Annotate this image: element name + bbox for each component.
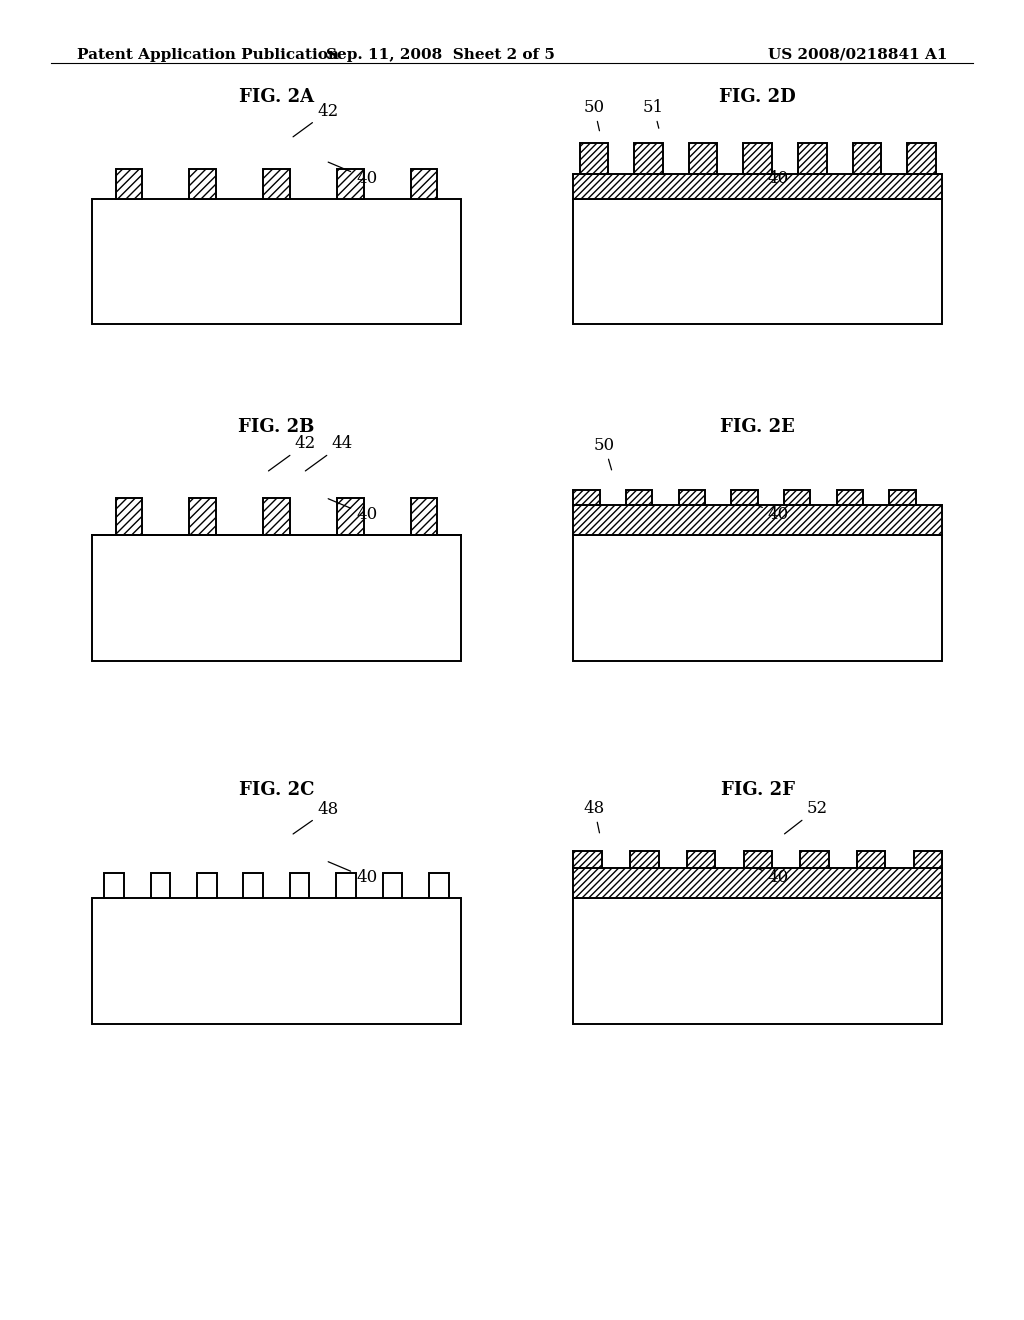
Bar <box>573 490 600 506</box>
Bar <box>116 498 142 536</box>
Bar <box>634 144 663 173</box>
Bar <box>573 869 942 898</box>
Bar <box>573 199 942 325</box>
Bar <box>573 506 942 536</box>
Bar <box>263 498 290 536</box>
Text: 44: 44 <box>305 436 353 471</box>
Text: 40: 40 <box>743 499 788 524</box>
Text: 51: 51 <box>643 99 665 128</box>
Bar <box>116 169 142 198</box>
Bar <box>626 490 652 506</box>
Bar <box>687 850 715 869</box>
Bar <box>837 490 863 506</box>
Bar <box>429 874 449 898</box>
Bar <box>104 874 124 898</box>
Bar <box>263 169 290 198</box>
Bar <box>151 874 170 898</box>
Bar <box>337 498 364 536</box>
Bar <box>853 144 882 173</box>
Text: FIG. 2B: FIG. 2B <box>239 417 314 436</box>
Bar <box>189 498 216 536</box>
Text: FIG. 2E: FIG. 2E <box>721 417 795 436</box>
Text: US 2008/0218841 A1: US 2008/0218841 A1 <box>768 48 947 62</box>
Bar <box>630 850 658 869</box>
Bar <box>907 144 936 173</box>
Bar <box>198 874 217 898</box>
Bar <box>857 850 886 869</box>
Bar <box>92 199 461 325</box>
Bar <box>92 536 461 661</box>
Bar <box>798 144 826 173</box>
Text: 40: 40 <box>329 162 377 187</box>
Text: 50: 50 <box>584 99 605 131</box>
Text: 48: 48 <box>293 801 339 834</box>
Bar <box>189 169 216 198</box>
Bar <box>573 850 602 869</box>
Bar <box>580 144 608 173</box>
Bar <box>801 850 828 869</box>
Text: 40: 40 <box>743 162 788 187</box>
Bar <box>784 490 810 506</box>
Bar <box>573 898 942 1024</box>
Bar <box>189 498 216 536</box>
Text: 40: 40 <box>329 499 377 524</box>
Text: FIG. 2A: FIG. 2A <box>239 87 314 106</box>
Bar <box>743 850 772 869</box>
Bar <box>573 173 942 198</box>
Bar <box>890 490 915 506</box>
Text: Patent Application Publication: Patent Application Publication <box>77 48 339 62</box>
Text: FIG. 2F: FIG. 2F <box>721 780 795 799</box>
Bar <box>337 169 364 198</box>
Text: 42: 42 <box>268 436 316 471</box>
Text: 40: 40 <box>743 862 788 887</box>
Text: FIG. 2D: FIG. 2D <box>720 87 796 106</box>
Bar <box>743 144 772 173</box>
Bar <box>336 874 355 898</box>
Bar <box>116 169 142 198</box>
Bar <box>634 144 663 173</box>
Bar <box>689 144 718 173</box>
Bar <box>913 850 942 869</box>
Bar <box>411 498 437 536</box>
Bar <box>290 874 309 898</box>
Bar <box>411 169 437 198</box>
Bar <box>92 898 461 1024</box>
Bar <box>798 144 826 173</box>
Bar <box>573 536 942 661</box>
Bar <box>411 169 437 198</box>
Bar <box>244 874 263 898</box>
Text: 40: 40 <box>329 862 377 887</box>
Bar <box>580 144 608 173</box>
Bar <box>337 498 364 536</box>
Bar <box>731 490 758 506</box>
Bar <box>383 874 402 898</box>
Text: 50: 50 <box>594 437 615 470</box>
Bar <box>337 169 364 198</box>
Text: FIG. 2C: FIG. 2C <box>239 780 314 799</box>
Bar <box>853 144 882 173</box>
Bar <box>263 169 290 198</box>
Bar <box>907 144 936 173</box>
Bar <box>189 169 216 198</box>
Bar <box>411 498 437 536</box>
Text: 52: 52 <box>784 800 828 834</box>
Bar <box>743 144 772 173</box>
Bar <box>679 490 706 506</box>
Text: Sep. 11, 2008  Sheet 2 of 5: Sep. 11, 2008 Sheet 2 of 5 <box>326 48 555 62</box>
Text: 48: 48 <box>584 800 605 833</box>
Bar <box>689 144 718 173</box>
Text: 42: 42 <box>293 103 339 137</box>
Bar <box>263 498 290 536</box>
Bar <box>116 498 142 536</box>
